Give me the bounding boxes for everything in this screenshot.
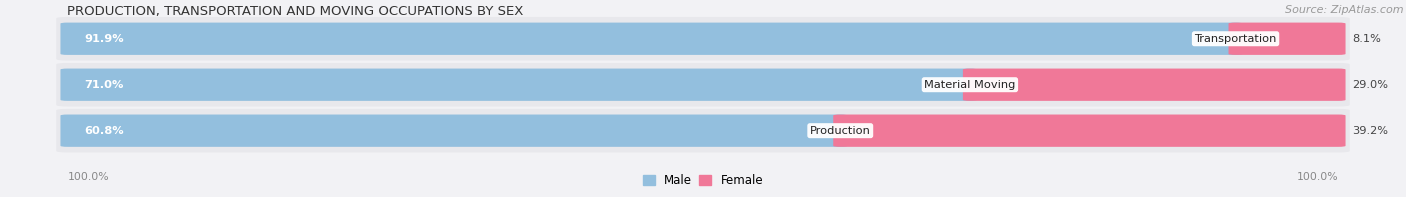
Text: 39.2%: 39.2% xyxy=(1353,126,1389,136)
FancyBboxPatch shape xyxy=(834,114,1346,147)
FancyBboxPatch shape xyxy=(1229,23,1346,55)
Text: Production: Production xyxy=(810,126,870,136)
Text: 8.1%: 8.1% xyxy=(1353,34,1382,44)
Text: Transportation: Transportation xyxy=(1194,34,1277,44)
Text: Material Moving: Material Moving xyxy=(924,80,1015,90)
FancyBboxPatch shape xyxy=(60,69,977,101)
FancyBboxPatch shape xyxy=(963,69,1346,101)
Text: 60.8%: 60.8% xyxy=(84,126,124,136)
FancyBboxPatch shape xyxy=(56,17,1350,60)
Text: PRODUCTION, TRANSPORTATION AND MOVING OCCUPATIONS BY SEX: PRODUCTION, TRANSPORTATION AND MOVING OC… xyxy=(67,5,524,18)
Text: 91.9%: 91.9% xyxy=(84,34,124,44)
Text: 71.0%: 71.0% xyxy=(84,80,124,90)
Text: 100.0%: 100.0% xyxy=(67,172,110,182)
FancyBboxPatch shape xyxy=(60,23,1243,55)
FancyBboxPatch shape xyxy=(56,63,1350,107)
FancyBboxPatch shape xyxy=(60,114,848,147)
Legend: Male, Female: Male, Female xyxy=(643,174,763,187)
Text: 29.0%: 29.0% xyxy=(1353,80,1389,90)
FancyBboxPatch shape xyxy=(56,109,1350,152)
Text: Source: ZipAtlas.com: Source: ZipAtlas.com xyxy=(1285,5,1403,15)
Text: 100.0%: 100.0% xyxy=(1296,172,1339,182)
